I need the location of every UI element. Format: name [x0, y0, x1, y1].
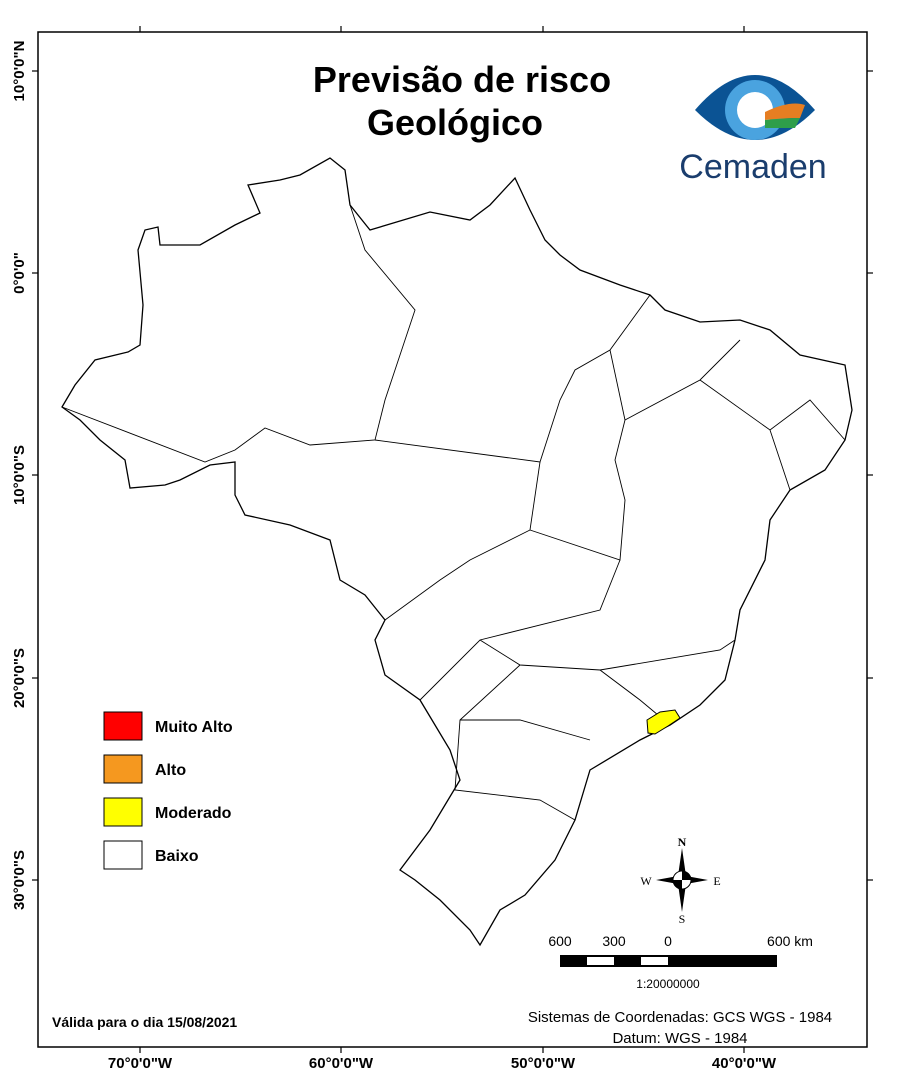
logo: Cemaden: [679, 75, 827, 186]
scale-bar: 600 300 0 600 km 1:20000000: [548, 933, 813, 991]
title-line: Previsão de risco: [313, 59, 611, 100]
validity-date: Válida para o dia 15/08/2021: [52, 1014, 237, 1030]
compass-label: W: [640, 874, 652, 888]
brazil-outline: [61, 157, 853, 947]
latitude-label: 0°0'0": [11, 252, 28, 294]
legend: Muito Alto Alto Moderado Baixo: [103, 711, 233, 870]
footer-line: Sistemas de Coordenadas: GCS WGS - 1984: [528, 1009, 832, 1026]
state-borders: [61, 204, 846, 821]
title-line: Geológico: [367, 102, 543, 143]
compass-label: N: [678, 835, 687, 849]
legend-label: Muito Alto: [155, 719, 233, 736]
scale-label: 600 km: [767, 933, 813, 949]
compass-label: S: [679, 912, 686, 926]
compass-label: E: [713, 874, 720, 888]
scale-label: 0: [664, 933, 672, 949]
latitude-label: 20°0'0"S: [11, 648, 28, 708]
longitude-labels: 70°0'0"W 60°0'0"W 50°0'0"W 40°0'0"W: [108, 1055, 777, 1072]
scale-ratio: 1:20000000: [636, 977, 700, 991]
longitude-label: 60°0'0"W: [309, 1055, 374, 1072]
footer-line: Datum: WGS - 1984: [612, 1030, 747, 1047]
scale-label: 600: [548, 933, 572, 949]
latitude-label: 10°0'0"S: [11, 445, 28, 505]
legend-label: Alto: [155, 762, 186, 779]
latitude-label: 30°0'0"S: [11, 850, 28, 910]
legend-label: Baixo: [155, 848, 199, 865]
frame-ticks: [32, 26, 873, 1053]
longitude-label: 50°0'0"W: [511, 1055, 576, 1072]
legend-swatch: [103, 711, 143, 741]
latitude-label: 10°0'0"N: [11, 41, 28, 102]
scale-label: 300: [602, 933, 626, 949]
legend-swatch: [103, 840, 143, 870]
legend-label: Moderado: [155, 805, 232, 822]
compass: N E S W: [640, 835, 720, 926]
moderate-risk-area: [646, 709, 681, 735]
latitude-labels: 10°0'0"N 0°0'0" 10°0'0"S 20°0'0"S 30°0'0…: [11, 41, 28, 910]
legend-swatch: [103, 754, 143, 784]
longitude-label: 40°0'0"W: [712, 1055, 777, 1072]
longitude-label: 70°0'0"W: [108, 1055, 173, 1072]
legend-swatch: [103, 797, 143, 827]
logo-text: Cemaden: [679, 148, 826, 186]
